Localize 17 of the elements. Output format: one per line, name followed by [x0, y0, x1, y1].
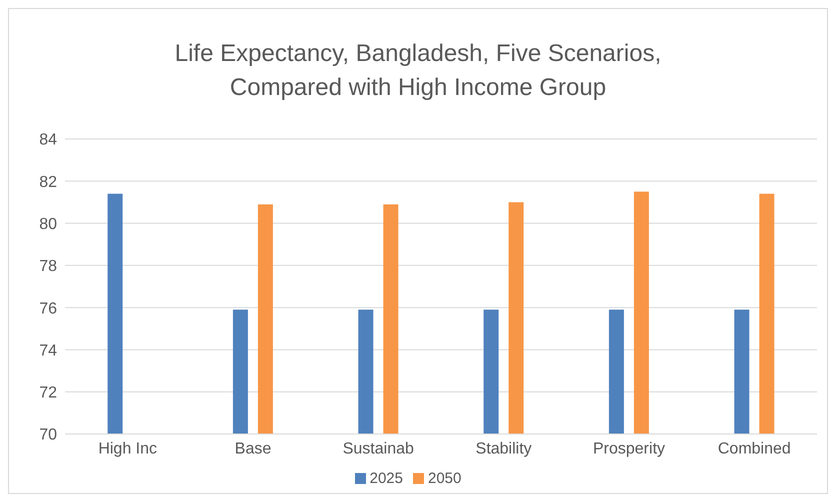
y-tick-label: 76: [39, 300, 58, 318]
y-tick-label: 84: [39, 132, 58, 149]
y-tick-label: 74: [39, 342, 58, 360]
chart-title: Life Expectancy, Bangladesh, Five Scenarios, Compared with High Income Group: [174, 39, 662, 103]
y-tick-label: 70: [39, 426, 58, 444]
legend-label: 2050: [428, 470, 462, 487]
y-tick-label: 78: [39, 258, 58, 276]
legend-label: 2025: [370, 470, 403, 487]
x-tick-label: Stability: [476, 440, 532, 458]
x-tick-label: Combined: [718, 440, 791, 458]
x-tick-label: Base: [234, 440, 272, 458]
y-tick-label: 80: [39, 216, 58, 233]
y-tick-label: 82: [39, 174, 58, 191]
x-tick-label: Sustainab: [342, 440, 414, 458]
x-tick-label: Prosperity: [592, 440, 666, 458]
y-tick-label: 72: [39, 384, 58, 402]
x-tick-label: High Inc: [98, 440, 158, 458]
